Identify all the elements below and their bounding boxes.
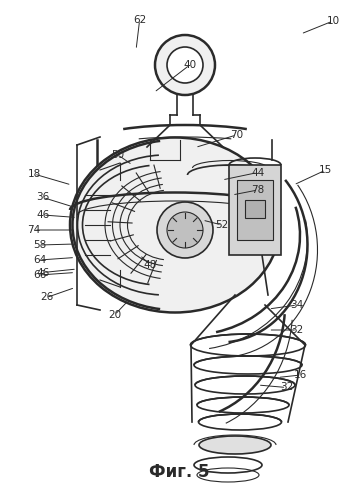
Circle shape (167, 47, 203, 83)
Bar (245, 200, 265, 218)
Text: 32: 32 (290, 325, 304, 335)
Ellipse shape (199, 436, 271, 454)
Ellipse shape (70, 138, 280, 312)
Text: 10: 10 (326, 16, 339, 26)
Text: 26: 26 (40, 292, 53, 302)
Bar (229, 165, 281, 255)
Text: 50: 50 (112, 150, 125, 160)
Text: 48: 48 (144, 260, 157, 270)
Text: 58: 58 (33, 240, 46, 250)
Circle shape (157, 202, 213, 258)
Bar (237, 180, 273, 240)
Text: 66: 66 (33, 270, 46, 280)
Text: 16: 16 (294, 370, 308, 380)
Text: 44: 44 (251, 168, 265, 177)
Circle shape (167, 212, 203, 248)
Text: 20: 20 (108, 310, 121, 320)
Text: 32: 32 (280, 382, 293, 392)
Text: 40: 40 (183, 60, 196, 70)
Text: 78: 78 (251, 185, 265, 195)
Text: 46: 46 (36, 210, 50, 220)
Circle shape (155, 35, 215, 95)
Text: 62: 62 (133, 15, 146, 25)
Text: 52: 52 (215, 220, 229, 230)
Text: 70: 70 (230, 130, 243, 140)
Text: 74: 74 (27, 225, 41, 235)
Text: 18: 18 (27, 169, 41, 179)
Text: 15: 15 (319, 165, 333, 175)
Text: Фиг. 5: Фиг. 5 (149, 463, 209, 481)
Text: 64: 64 (33, 255, 46, 265)
Text: 46: 46 (36, 268, 50, 278)
Text: 36: 36 (36, 192, 50, 202)
Text: 34: 34 (290, 300, 304, 310)
